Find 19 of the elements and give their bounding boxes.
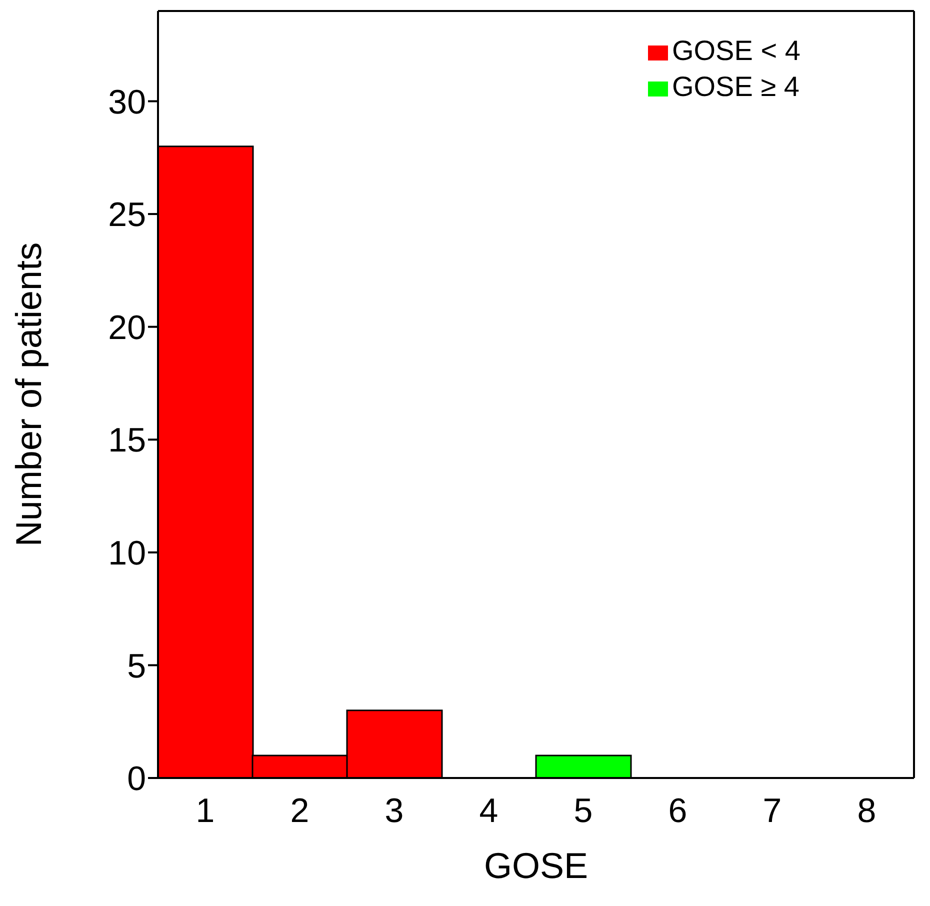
- x-tick-label: 6: [668, 792, 688, 830]
- legend-label: GOSE < 4: [672, 35, 800, 66]
- y-tick-label: 15: [108, 422, 146, 460]
- x-tick-label: 2: [290, 792, 310, 830]
- x-tick-label: 1: [196, 792, 215, 830]
- y-tick-label: 20: [108, 308, 146, 347]
- y-axis-title: Number of patients: [8, 242, 49, 547]
- y-tick-label: 0: [127, 760, 146, 798]
- x-tick-label: 4: [479, 792, 498, 830]
- x-tick-label: 3: [384, 792, 404, 830]
- y-tick-label: 5: [127, 647, 146, 686]
- x-axis-title: GOSE: [484, 845, 588, 886]
- legend-label: GOSE ≥ 4: [672, 71, 800, 102]
- x-tick-label: 8: [857, 792, 876, 830]
- x-tick-label: 5: [574, 792, 593, 830]
- y-tick-label: 30: [108, 83, 146, 122]
- y-tick-label: 25: [108, 196, 146, 234]
- x-tick-label: 7: [762, 792, 782, 830]
- y-tick-label: 10: [108, 534, 146, 572]
